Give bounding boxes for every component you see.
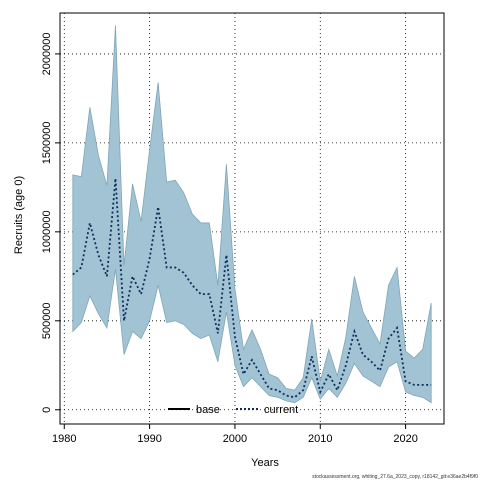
series-lines	[72, 178, 432, 399]
x-axis-title: Years	[251, 457, 279, 469]
x-tick-label-2020: 2020	[393, 433, 417, 445]
x-tick-label-1980: 1980	[52, 433, 76, 445]
x-tick-label-2010: 2010	[308, 433, 332, 445]
plot-frame	[59, 12, 445, 425]
y-tick-label-500000: 500000	[41, 302, 53, 339]
x-tick-label-2000: 2000	[223, 433, 247, 445]
x-tick-label-1990: 1990	[137, 433, 161, 445]
legend: base current	[168, 404, 298, 416]
legend-label-base: base	[196, 404, 220, 416]
confidence-band	[72, 25, 432, 404]
y-tick-label-2000000: 2000000	[41, 33, 53, 76]
series-line-current	[72, 178, 432, 399]
footnote-text: stockassessment.org, whiting_27.6a_2023_…	[312, 474, 478, 480]
y-tick-label-1500000: 1500000	[41, 121, 53, 164]
legend-label-current: current	[264, 404, 298, 416]
y-tick-label-0: 0	[41, 407, 53, 413]
x-axis: 1980 1990 2000 2010 2020	[52, 424, 418, 445]
y-axis: 0 500000 1000000 1500000 2000000	[41, 33, 60, 413]
confidence-band-area	[72, 25, 432, 404]
y-axis-title: Recruits (age 0)	[13, 176, 25, 254]
y-tick-label-1000000: 1000000	[41, 210, 53, 253]
